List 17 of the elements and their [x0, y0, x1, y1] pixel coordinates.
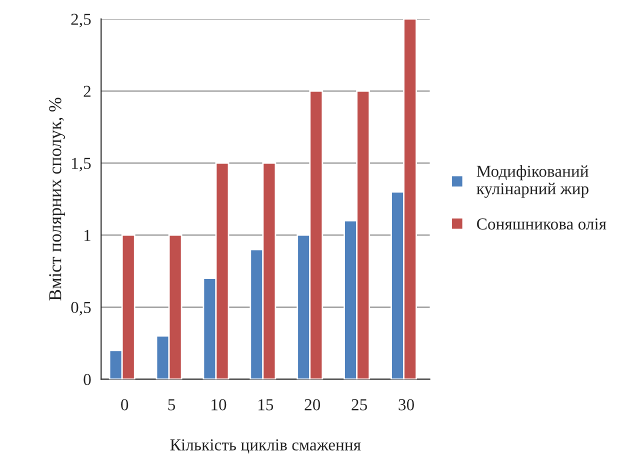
x-tick-label: 5	[168, 399, 176, 410]
legend-label: Модифікований кулінарний жир	[476, 165, 588, 198]
y-axis-title: Вміст полярних сполук, %	[49, 98, 66, 301]
y-tick-label: 1	[84, 230, 90, 241]
y-tick-label: 0,5	[71, 302, 91, 316]
y-tick-label: 1,5	[72, 158, 91, 172]
x-tick-label: 10	[212, 399, 226, 410]
x-tick-label: 25	[352, 399, 368, 410]
x-axis-title: Кількість циклів смаження	[170, 439, 361, 454]
x-tick-label: 0	[121, 399, 128, 410]
y-tick-label: 0	[84, 374, 91, 386]
y-tick-label: 2	[84, 86, 90, 97]
x-tick-label: 15	[258, 399, 274, 410]
x-tick-label: 20	[304, 399, 320, 410]
y-tick-label: 2,5	[71, 14, 91, 28]
x-tick-label: 30	[398, 399, 414, 410]
legend-label: Соняшникова олія	[477, 218, 606, 230]
